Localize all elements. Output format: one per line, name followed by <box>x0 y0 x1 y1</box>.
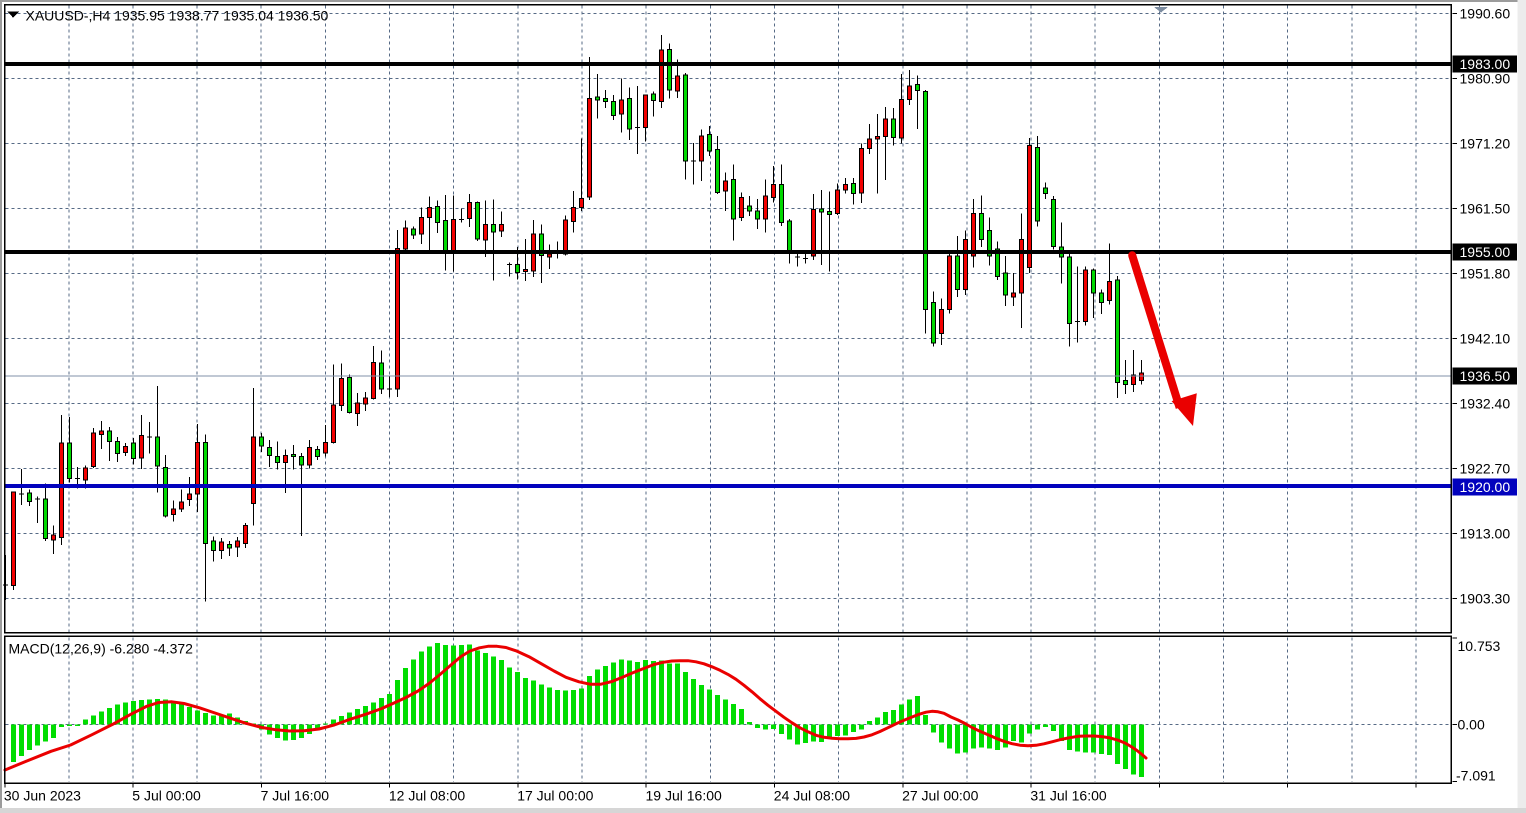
svg-text:-7.091: -7.091 <box>1456 768 1496 784</box>
svg-text:1936.50: 1936.50 <box>1460 368 1511 384</box>
svg-text:1932.40: 1932.40 <box>1460 396 1511 412</box>
svg-text:1971.20: 1971.20 <box>1460 135 1511 151</box>
svg-text:1961.50: 1961.50 <box>1460 200 1511 216</box>
svg-text:XAUUSD-,H4 1935.95 1938.77 19: XAUUSD-,H4 1935.95 1938.77 1935.04 1936.… <box>26 7 329 23</box>
svg-text:1983.00: 1983.00 <box>1460 56 1511 72</box>
svg-text:19 Jul 16:00: 19 Jul 16:00 <box>646 788 722 804</box>
svg-text:10.753: 10.753 <box>1458 638 1501 654</box>
svg-text:1955.00: 1955.00 <box>1460 244 1511 260</box>
svg-text:30 Jun 2023: 30 Jun 2023 <box>4 788 81 804</box>
svg-text:MACD(12,26,9) -6.280 -4.372: MACD(12,26,9) -6.280 -4.372 <box>9 641 194 657</box>
svg-text:1922.70: 1922.70 <box>1460 461 1511 477</box>
svg-text:1951.80: 1951.80 <box>1460 265 1511 281</box>
svg-text:17 Jul 00:00: 17 Jul 00:00 <box>517 788 593 804</box>
svg-text:0.00: 0.00 <box>1458 717 1485 733</box>
svg-text:27 Jul 00:00: 27 Jul 00:00 <box>902 788 978 804</box>
svg-text:12 Jul 08:00: 12 Jul 08:00 <box>389 788 465 804</box>
svg-text:1942.10: 1942.10 <box>1460 331 1511 347</box>
svg-text:31 Jul 16:00: 31 Jul 16:00 <box>1030 788 1106 804</box>
svg-text:1913.00: 1913.00 <box>1460 526 1511 542</box>
svg-text:24 Jul 08:00: 24 Jul 08:00 <box>774 788 850 804</box>
svg-text:1920.00: 1920.00 <box>1460 479 1511 495</box>
svg-text:1980.90: 1980.90 <box>1460 70 1511 86</box>
svg-text:5 Jul 00:00: 5 Jul 00:00 <box>132 788 201 804</box>
svg-text:1903.30: 1903.30 <box>1460 591 1511 607</box>
svg-text:7 Jul 16:00: 7 Jul 16:00 <box>261 788 330 804</box>
svg-text:1990.60: 1990.60 <box>1460 5 1511 21</box>
